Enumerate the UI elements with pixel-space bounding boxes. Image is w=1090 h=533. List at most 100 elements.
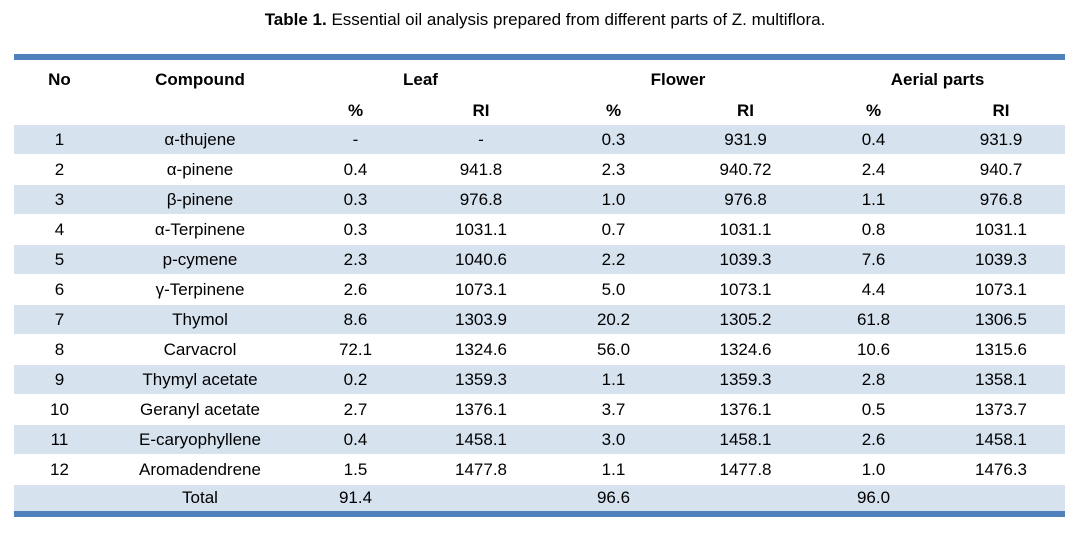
header-aerial-ri: RI	[937, 96, 1066, 125]
cell-no: 9	[14, 364, 105, 395]
table-row: 12 Aromadendrene 1.5 1477.8 1.1 1477.8 1.0 1476…	[14, 454, 1066, 485]
header-leaf-pct: %	[295, 96, 416, 125]
cell-no: 10	[14, 394, 105, 425]
cell-leaf-ri: 1376.1	[416, 394, 546, 425]
cell-flower-ri: 1458.1	[681, 424, 811, 455]
table-row: 1 α-thujene - -0.3 931.9 0.4 931.9	[14, 124, 1066, 155]
header-flower: Flower	[546, 56, 811, 97]
cell-flower-pct: 3.0	[546, 424, 681, 455]
cell-aerial-ri: 1315.6	[937, 334, 1066, 365]
cell-flower-ri: 1031.1	[681, 214, 811, 245]
table-footer: Total 91.4 96.6 96.0	[14, 484, 1066, 515]
cell-flower-ri: 1324.6	[681, 334, 811, 365]
cell-flower-ri: 1039.3	[681, 244, 811, 275]
cell-flower-ri: 940.72	[681, 154, 811, 185]
cell-leaf-ri: 1458.1	[416, 424, 546, 455]
cell-no: 6	[14, 274, 105, 305]
table-row: 4 α-Terpinene 0.3 1031.1 0.7 1031.1 0.8 1031.1	[14, 214, 1066, 245]
total-row: Total 91.4 96.6 96.0	[14, 484, 1066, 515]
cell-leaf-pct: 0.3	[295, 214, 416, 245]
cell-leaf-pct: 2.7	[295, 394, 416, 425]
cell-leaf-ri: 1040.6	[416, 244, 546, 275]
cell-no: 8	[14, 334, 105, 365]
cell-leaf-pct: 0.4	[295, 154, 416, 185]
header-flower-ri: RI	[681, 96, 811, 125]
cell-aerial-pct: 61.8	[810, 304, 938, 335]
cell-compound: Aromadendrene	[105, 454, 295, 485]
cell-flower-pct: 0.3	[546, 124, 681, 155]
cell-aerial-pct: 0.8	[810, 214, 938, 245]
cell-no: 4	[14, 214, 105, 245]
cell-leaf-pct: 0.2	[295, 364, 416, 395]
table-row: 2 α-pinene 0.4 941.8 2.3 940.72 2.4 940.7	[14, 154, 1066, 185]
header-leaf-ri: RI	[416, 96, 546, 125]
cell-flower-ri: 1305.2	[681, 304, 811, 335]
cell-aerial-ri: 940.7	[937, 154, 1066, 185]
cell-compound: E-caryophyllene	[105, 424, 295, 455]
cell-flower-ri: 1477.8	[681, 454, 811, 485]
cell-aerial-ri: 1039.3	[937, 244, 1066, 275]
cell-leaf-ri: 1359.3	[416, 364, 546, 395]
cell-leaf-pct: 2.3	[295, 244, 416, 275]
cell-aerial-ri: 1373.7	[937, 394, 1066, 425]
cell-no: 5	[14, 244, 105, 275]
cell-aerial-pct: 0.4	[810, 124, 938, 155]
cell-compound: Thymyl acetate	[105, 364, 295, 395]
cell-aerial-pct: 2.8	[810, 364, 938, 395]
header-aerial-parts: Aerial parts	[810, 56, 1066, 97]
table-body: 1 α-thujene - -0.3 931.9 0.4 931.9 2 α-pinene 0.4…	[14, 124, 1066, 485]
header-leaf: Leaf	[295, 56, 546, 97]
table-row: 10 Geranyl acetate 2.7 1376.1 3.7 1376.1 0.5 13…	[14, 394, 1066, 425]
cell-leaf-ri: -	[416, 124, 546, 155]
header-flower-pct: %	[546, 96, 681, 125]
cell-compound: Geranyl acetate	[105, 394, 295, 425]
cell-flower-pct: 0.7	[546, 214, 681, 245]
table-row: 5 p-cymene 2.3 1040.6 2.2 1039.3 7.6 1039.3	[14, 244, 1066, 275]
cell-aerial-pct: 1.0	[810, 454, 938, 485]
cell-leaf-pct: 72.1	[295, 334, 416, 365]
table-caption-label: Table 1.	[264, 10, 327, 29]
total-empty-leaf-ri	[416, 484, 546, 515]
table-row: 7 Thymol 8.6 1303.9 20.2 1305.2 61.8 1306.5	[14, 304, 1066, 335]
cell-flower-ri: 931.9	[681, 124, 811, 155]
cell-flower-pct: 3.7	[546, 394, 681, 425]
cell-flower-pct: 1.1	[546, 364, 681, 395]
cell-flower-pct: 20.2	[546, 304, 681, 335]
cell-leaf-ri: 1324.6	[416, 334, 546, 365]
table-row: 3 β-pinene 0.3 976.8 1.0 976.8 1.1 976.8	[14, 184, 1066, 215]
cell-compound: α-thujene	[105, 124, 295, 155]
cell-leaf-pct: 8.6	[295, 304, 416, 335]
table-row: 9 Thymyl acetate 0.2 1359.3 1.1 1359.3 2.8 1358…	[14, 364, 1066, 395]
cell-flower-pct: 2.2	[546, 244, 681, 275]
cell-compound: γ-Terpinene	[105, 274, 295, 305]
cell-flower-ri: 1073.1	[681, 274, 811, 305]
cell-no: 7	[14, 304, 105, 335]
cell-no: 3	[14, 184, 105, 215]
cell-no: 1	[14, 124, 105, 155]
header-aerial-pct: %	[810, 96, 938, 125]
cell-leaf-pct: 2.6	[295, 274, 416, 305]
total-empty-aerial-ri	[937, 484, 1066, 515]
cell-leaf-pct: 1.5	[295, 454, 416, 485]
cell-aerial-ri: 1306.5	[937, 304, 1066, 335]
cell-leaf-ri: 1477.8	[416, 454, 546, 485]
header-compound: Compound	[105, 56, 295, 97]
header-empty	[105, 96, 295, 125]
cell-leaf-pct: -	[295, 124, 416, 155]
total-empty-flower-ri	[681, 484, 811, 515]
cell-flower-pct: 1.0	[546, 184, 681, 215]
cell-aerial-pct: 2.4	[810, 154, 938, 185]
cell-leaf-ri: 1031.1	[416, 214, 546, 245]
cell-compound: p-cymene	[105, 244, 295, 275]
cell-leaf-ri: 1303.9	[416, 304, 546, 335]
essential-oil-table: No Compound Leaf Flower Aerial parts % R…	[14, 54, 1066, 517]
cell-aerial-ri: 1476.3	[937, 454, 1066, 485]
cell-leaf-pct: 0.3	[295, 184, 416, 215]
cell-no: 2	[14, 154, 105, 185]
cell-flower-pct: 2.3	[546, 154, 681, 185]
cell-flower-ri: 1359.3	[681, 364, 811, 395]
header-sub-row: % RI % RI % RI	[14, 96, 1066, 125]
cell-aerial-pct: 4.4	[810, 274, 938, 305]
cell-aerial-ri: 1073.1	[937, 274, 1066, 305]
